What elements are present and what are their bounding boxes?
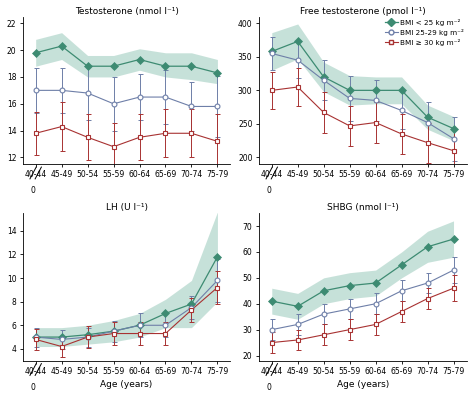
Legend: BMI < 25 kg m⁻², BMI 25-29 kg m⁻², BMI ≥ 30 kg m⁻²: BMI < 25 kg m⁻², BMI 25-29 kg m⁻², BMI ≥… bbox=[383, 17, 466, 47]
X-axis label: Age (years): Age (years) bbox=[337, 380, 389, 389]
Title: Free testosterone (pmol l⁻¹): Free testosterone (pmol l⁻¹) bbox=[300, 7, 426, 16]
Title: SHBG (nmol l⁻¹): SHBG (nmol l⁻¹) bbox=[327, 203, 399, 212]
Text: 0: 0 bbox=[30, 383, 35, 392]
Title: LH (U l⁻¹): LH (U l⁻¹) bbox=[106, 203, 147, 212]
Text: 0: 0 bbox=[266, 186, 271, 195]
Text: 0: 0 bbox=[266, 383, 271, 392]
X-axis label: Age (years): Age (years) bbox=[100, 380, 153, 389]
Text: 0: 0 bbox=[30, 186, 35, 195]
Title: Testosterone (nmol l⁻¹): Testosterone (nmol l⁻¹) bbox=[74, 7, 179, 16]
